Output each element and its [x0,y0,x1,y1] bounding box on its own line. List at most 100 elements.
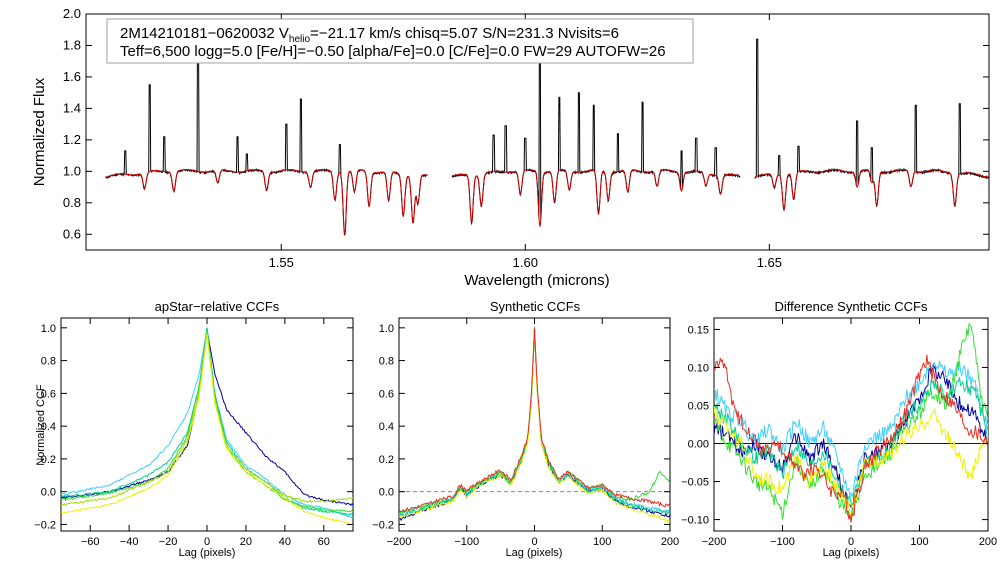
x-tick-label: 40 [279,536,291,548]
y-tick-label: 0.4 [379,421,394,433]
ccf-lines [714,322,988,523]
y-tick-label: −0.10 [681,515,709,527]
ccf-series-line-visit5 [61,332,353,506]
x-tick-label: −100 [454,536,479,548]
ccf-series-line-visit3 [714,377,988,508]
y-tick-label: 0.6 [63,226,81,241]
spectrum-plot-frame [85,13,990,251]
y-tick-label: 0.2 [379,454,394,466]
y-tick-label: 1.0 [379,323,394,335]
x-tick-label: 100 [910,536,928,548]
x-tick-label: −100 [770,536,795,548]
y-tick-label: 0.2 [41,454,56,466]
y-tick-label: 0.0 [379,487,394,499]
spectrum-plot-area [105,26,989,236]
difference-ccf-tick-labels: −200 −100 0 100 200 −0.10 −0.05 0.00 0.05 0.10 0.1… [681,324,997,548]
difference-ccf-plot-frame [713,317,989,532]
header-annotation-box [106,18,694,64]
y-tick-label: 1.6 [63,69,81,84]
apstar-ccf-title: apStar−relative CCFs [155,299,280,314]
x-tick-label: −20 [159,536,178,548]
ccf-series-line-visit5 [714,405,988,518]
y-tick-label: 0.05 [688,400,709,412]
difference-ccf-xlabel: Lag (pixels) [823,547,880,559]
y-tick-label: 0.4 [41,421,56,433]
ccf-series-line-visit2 [714,360,988,499]
difference-ccf-plot-area [714,322,988,523]
apstar-ccf-plot-area [61,327,353,526]
y-tick-label: −0.05 [681,477,709,489]
difference-ccf-title: Difference Synthetic CCFs [775,299,928,314]
ccf-series-line-visit1 [399,326,670,522]
ccf-series-line-visit4 [714,322,988,521]
y-tick-label: 1.0 [41,323,56,335]
y-tick-label: 0.8 [379,356,394,368]
y-tick-label: 2.0 [63,6,81,21]
ccf-series-line-visit3 [61,327,353,516]
ccf-series-line-visit6 [399,328,670,513]
model-spectrum-line [105,169,428,235]
x-tick-label: 1.55 [269,255,294,270]
y-tick-label: 0.15 [688,324,709,336]
ccf-series-line-visit1 [61,328,353,507]
synthetic-ccf-panel: Synthetic CCFs −200 −100 0 100 200 −0.2 0.0 0.2… [372,299,679,559]
y-tick-label: 0.10 [688,362,709,374]
y-tick-label: 1.0 [63,163,81,178]
y-tick-label: 0.6 [379,388,394,400]
y-tick-label: −0.2 [372,519,394,531]
y-tick-label: 1.8 [63,37,81,52]
apstar-ccf-ticks [61,318,353,531]
y-tick-label: 0.0 [41,487,56,499]
synthetic-ccf-tick-labels: −200 −100 0 100 200 −0.2 0.0 0.2 0.4 0.6 0.8 1.0 [372,323,679,548]
x-tick-label: 100 [593,536,611,548]
synthetic-ccf-plot-area [399,326,670,524]
ccf-series-line-visit2 [399,326,670,516]
x-tick-label: 60 [318,536,330,548]
synthetic-ccf-xlabel: Lag (pixels) [506,547,563,559]
spectrum-lines [105,26,989,236]
x-tick-label: −200 [387,536,412,548]
ccf-series-line-visit2 [61,328,353,519]
x-tick-label: 200 [661,536,679,548]
ccf-series-line-visit6 [61,334,353,526]
ccf-lines [61,327,353,526]
model-spectrum-line [754,169,989,211]
spectrum-panel: 1.55 1.60 1.65 0.6 0.8 1.0 1.2 1.4 1.6 1.8 2.0 Wav… [31,6,990,289]
y-tick-label: 0.00 [688,439,709,451]
x-tick-label: −60 [81,536,100,548]
x-tick-label: 0 [204,536,210,548]
ccf-series-line-visit4 [399,327,670,515]
x-tick-label: 0 [531,536,537,548]
y-tick-label: 0.8 [63,195,81,210]
x-tick-label: 0 [848,536,854,548]
y-tick-label: −0.2 [34,519,56,531]
apstar-ccf-ylabel: Normalized CCF [35,384,47,466]
apstar-ccf-panel: apStar−relative CCFs −60 −40 −20 0 20 40 60 −0.… [34,299,354,559]
model-spectrum-line [451,169,741,227]
header-line-1: 2M14210181−0620032 Vhelio=−21.17 km/s ch… [120,25,619,45]
ccf-lines [399,326,670,524]
header-line-1-rest: =−21.17 km/s chisq=5.07 S/N=231.3 Nvisit… [310,25,619,42]
x-tick-label: −40 [120,536,139,548]
x-tick-label: 1.60 [513,255,538,270]
ccf-series-line-visit4 [61,330,353,513]
header-line-1-main: 2M14210181−0620032 V [120,25,289,42]
spectrum-ylabel: Normalized Flux [31,77,48,186]
ccf-series-line-visit5 [399,329,670,524]
x-tick-label: −200 [702,536,727,548]
apstar-ccf-xlabel: Lag (pixels) [179,547,236,559]
header-vhelio-subscript: helio [289,34,311,45]
y-tick-label: 1.2 [63,132,81,147]
apstar-ccf-tick-labels: −60 −40 −20 0 20 40 60 −0.2 0.0 0.2 0.4 0.6 0.8 1.0 [34,323,330,548]
x-tick-label: 1.65 [757,255,782,270]
spectrum-tick-labels: 1.55 1.60 1.65 0.6 0.8 1.0 1.2 1.4 1.6 1.8 2.0 [63,6,782,270]
spectrum-xlabel: Wavelength (microns) [464,272,609,289]
header-line-2: Teff=6,500 logg=5.0 [Fe/H]=−0.50 [alpha/… [120,43,666,60]
x-tick-label: 200 [979,536,997,548]
synthetic-ccf-ticks [398,318,671,531]
y-tick-label: 0.8 [41,356,56,368]
synthetic-ccf-title: Synthetic CCFs [490,299,581,314]
ccf-series-line-visit6 [714,354,988,523]
ccf-series-line-visit3 [399,327,670,517]
